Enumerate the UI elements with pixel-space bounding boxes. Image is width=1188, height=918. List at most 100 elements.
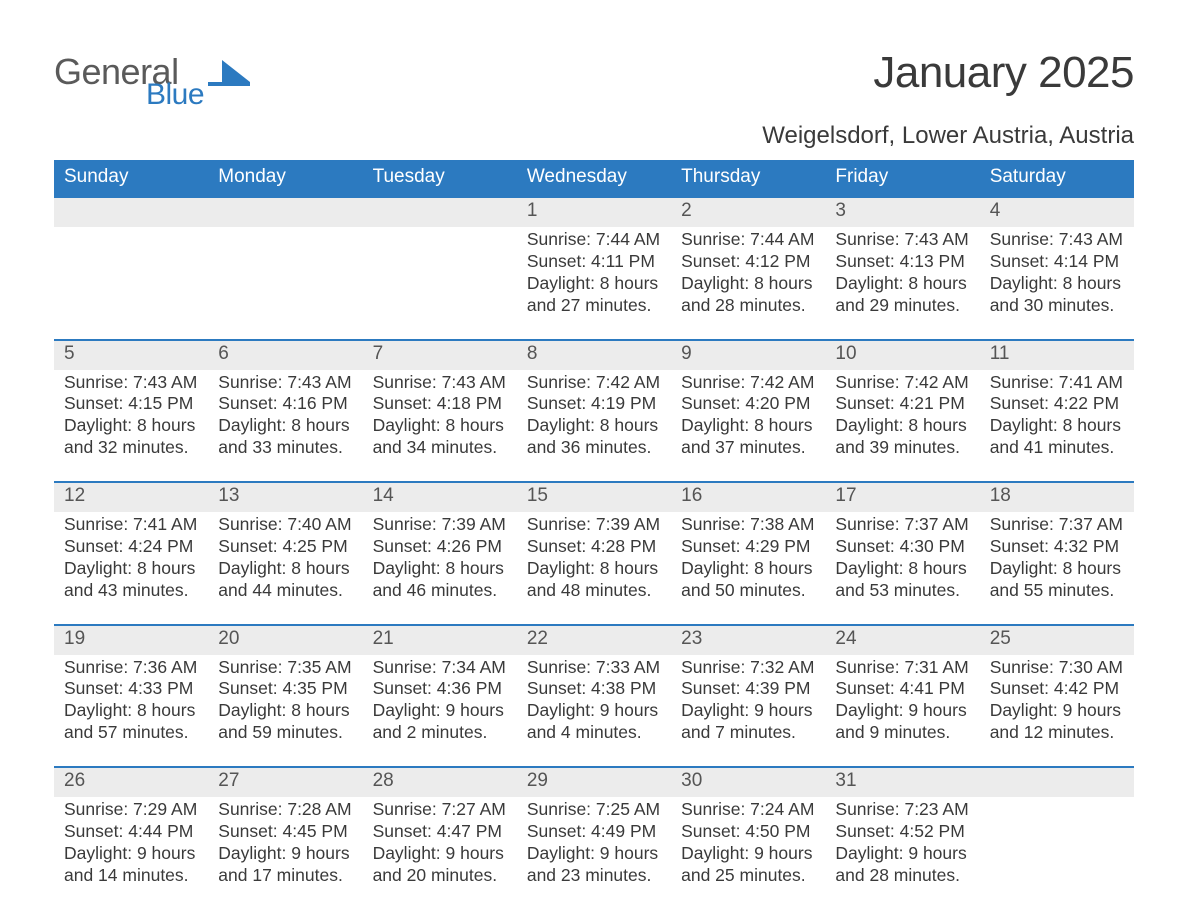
day-content-cell: Sunrise: 7:43 AMSunset: 4:14 PMDaylight:… <box>980 227 1134 339</box>
daylight-text: Daylight: 8 hours and 33 minutes. <box>218 415 352 459</box>
brand-logo-text: General Blue <box>54 54 204 110</box>
date-number-cell: 29 <box>517 768 671 797</box>
date-number-cell: 19 <box>54 626 208 655</box>
sunrise-text: Sunrise: 7:36 AM <box>64 657 198 679</box>
daylight-text: Daylight: 9 hours and 25 minutes. <box>681 843 815 887</box>
day-content-cell: Sunrise: 7:31 AMSunset: 4:41 PMDaylight:… <box>825 655 979 767</box>
day-content-cell: Sunrise: 7:37 AMSunset: 4:30 PMDaylight:… <box>825 512 979 624</box>
sunrise-text: Sunrise: 7:39 AM <box>373 514 507 536</box>
daylight-text: Daylight: 9 hours and 23 minutes. <box>527 843 661 887</box>
daylight-text: Daylight: 9 hours and 4 minutes. <box>527 700 661 744</box>
date-number-cell: 17 <box>825 483 979 512</box>
daylight-text: Daylight: 9 hours and 17 minutes. <box>218 843 352 887</box>
day-content-cell: Sunrise: 7:43 AMSunset: 4:13 PMDaylight:… <box>825 227 979 339</box>
date-number-cell: 30 <box>671 768 825 797</box>
sunrise-text: Sunrise: 7:40 AM <box>218 514 352 536</box>
weekday-header-cell: Thursday <box>671 160 825 196</box>
sunset-text: Sunset: 4:42 PM <box>990 678 1124 700</box>
sunset-text: Sunset: 4:47 PM <box>373 821 507 843</box>
daylight-text: Daylight: 9 hours and 14 minutes. <box>64 843 198 887</box>
daylight-text: Daylight: 8 hours and 27 minutes. <box>527 273 661 317</box>
sunset-text: Sunset: 4:19 PM <box>527 393 661 415</box>
sunrise-text: Sunrise: 7:43 AM <box>835 229 969 251</box>
daylight-text: Daylight: 8 hours and 50 minutes. <box>681 558 815 602</box>
sunrise-text: Sunrise: 7:33 AM <box>527 657 661 679</box>
date-number-row: 12131415161718 <box>54 483 1134 512</box>
sunset-text: Sunset: 4:32 PM <box>990 536 1124 558</box>
date-number-cell: 14 <box>363 483 517 512</box>
sunset-text: Sunset: 4:33 PM <box>64 678 198 700</box>
date-number-cell: 12 <box>54 483 208 512</box>
daylight-text: Daylight: 8 hours and 30 minutes. <box>990 273 1124 317</box>
sunrise-text: Sunrise: 7:43 AM <box>373 372 507 394</box>
sunrise-text: Sunrise: 7:37 AM <box>990 514 1124 536</box>
sunrise-text: Sunrise: 7:35 AM <box>218 657 352 679</box>
daylight-text: Daylight: 8 hours and 55 minutes. <box>990 558 1124 602</box>
sunrise-text: Sunrise: 7:43 AM <box>64 372 198 394</box>
daylight-text: Daylight: 9 hours and 20 minutes. <box>373 843 507 887</box>
location-subtitle: Weigelsdorf, Lower Austria, Austria <box>762 122 1134 150</box>
sunset-text: Sunset: 4:21 PM <box>835 393 969 415</box>
date-number-cell: 7 <box>363 341 517 370</box>
sunrise-text: Sunrise: 7:43 AM <box>218 372 352 394</box>
daylight-text: Daylight: 8 hours and 29 minutes. <box>835 273 969 317</box>
daylight-text: Daylight: 8 hours and 44 minutes. <box>218 558 352 602</box>
day-content-cell <box>208 227 362 339</box>
sunrise-text: Sunrise: 7:29 AM <box>64 799 198 821</box>
daylight-text: Daylight: 9 hours and 12 minutes. <box>990 700 1124 744</box>
sunrise-text: Sunrise: 7:28 AM <box>218 799 352 821</box>
date-number-cell: 1 <box>517 198 671 227</box>
day-content-cell: Sunrise: 7:44 AMSunset: 4:12 PMDaylight:… <box>671 227 825 339</box>
calendar-grid: Sunday Monday Tuesday Wednesday Thursday… <box>54 160 1134 909</box>
day-content-cell: Sunrise: 7:30 AMSunset: 4:42 PMDaylight:… <box>980 655 1134 767</box>
weekday-header-cell: Wednesday <box>517 160 671 196</box>
sunset-text: Sunset: 4:15 PM <box>64 393 198 415</box>
date-number-cell: 16 <box>671 483 825 512</box>
sunset-text: Sunset: 4:36 PM <box>373 678 507 700</box>
day-content-cell: Sunrise: 7:32 AMSunset: 4:39 PMDaylight:… <box>671 655 825 767</box>
day-content-row: Sunrise: 7:41 AMSunset: 4:24 PMDaylight:… <box>54 512 1134 624</box>
day-content-cell <box>54 227 208 339</box>
day-content-cell: Sunrise: 7:43 AMSunset: 4:15 PMDaylight:… <box>54 370 208 482</box>
date-number-cell <box>54 198 208 227</box>
sunrise-text: Sunrise: 7:23 AM <box>835 799 969 821</box>
day-content-row: Sunrise: 7:43 AMSunset: 4:15 PMDaylight:… <box>54 370 1134 482</box>
header-row: General Blue January 2025 Weigelsdorf, L… <box>54 48 1134 150</box>
day-content-cell: Sunrise: 7:28 AMSunset: 4:45 PMDaylight:… <box>208 797 362 909</box>
day-content-cell: Sunrise: 7:42 AMSunset: 4:19 PMDaylight:… <box>517 370 671 482</box>
day-content-cell <box>980 797 1134 909</box>
day-content-cell: Sunrise: 7:40 AMSunset: 4:25 PMDaylight:… <box>208 512 362 624</box>
weekday-header-cell: Sunday <box>54 160 208 196</box>
day-content-cell: Sunrise: 7:25 AMSunset: 4:49 PMDaylight:… <box>517 797 671 909</box>
date-number-cell: 23 <box>671 626 825 655</box>
sunset-text: Sunset: 4:28 PM <box>527 536 661 558</box>
date-number-row: 19202122232425 <box>54 626 1134 655</box>
weekday-header-cell: Friday <box>825 160 979 196</box>
sunset-text: Sunset: 4:35 PM <box>218 678 352 700</box>
date-number-cell: 18 <box>980 483 1134 512</box>
sunrise-text: Sunrise: 7:42 AM <box>681 372 815 394</box>
sunset-text: Sunset: 4:26 PM <box>373 536 507 558</box>
sunrise-text: Sunrise: 7:42 AM <box>835 372 969 394</box>
day-content-cell: Sunrise: 7:23 AMSunset: 4:52 PMDaylight:… <box>825 797 979 909</box>
date-number-cell: 22 <box>517 626 671 655</box>
sunrise-text: Sunrise: 7:39 AM <box>527 514 661 536</box>
day-content-row: Sunrise: 7:44 AMSunset: 4:11 PMDaylight:… <box>54 227 1134 339</box>
date-number-cell: 9 <box>671 341 825 370</box>
daylight-text: Daylight: 8 hours and 48 minutes. <box>527 558 661 602</box>
sunset-text: Sunset: 4:44 PM <box>64 821 198 843</box>
sunrise-text: Sunrise: 7:25 AM <box>527 799 661 821</box>
date-number-cell: 10 <box>825 341 979 370</box>
day-content-cell: Sunrise: 7:33 AMSunset: 4:38 PMDaylight:… <box>517 655 671 767</box>
date-number-cell: 8 <box>517 341 671 370</box>
sunrise-text: Sunrise: 7:41 AM <box>990 372 1124 394</box>
sunset-text: Sunset: 4:41 PM <box>835 678 969 700</box>
sunset-text: Sunset: 4:12 PM <box>681 251 815 273</box>
daylight-text: Daylight: 8 hours and 46 minutes. <box>373 558 507 602</box>
sunset-text: Sunset: 4:30 PM <box>835 536 969 558</box>
sunset-text: Sunset: 4:49 PM <box>527 821 661 843</box>
daylight-text: Daylight: 8 hours and 41 minutes. <box>990 415 1124 459</box>
brand-line2: Blue <box>146 80 204 110</box>
daylight-text: Daylight: 8 hours and 32 minutes. <box>64 415 198 459</box>
month-title: January 2025 <box>762 48 1134 98</box>
